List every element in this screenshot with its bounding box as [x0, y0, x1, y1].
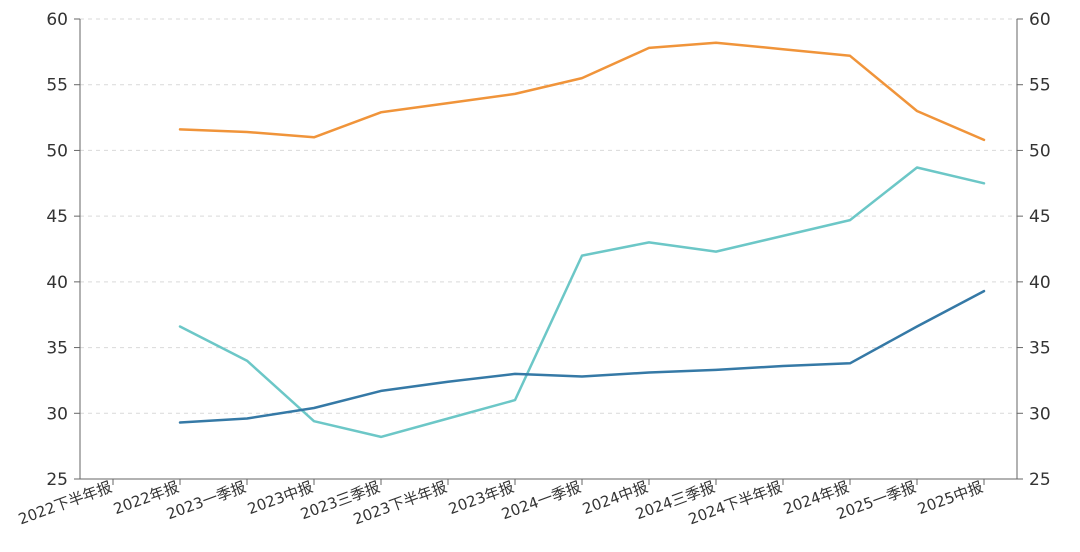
y-left-tick-label: 30 — [46, 404, 68, 424]
y-axis-left: 60 55 50 45 40 35 30 25 — [46, 10, 80, 490]
y-right-tick-label: 45 — [1029, 207, 1051, 227]
y-right-tick-label: 40 — [1029, 273, 1051, 293]
y-right-tick-label: 25 — [1029, 470, 1051, 490]
y-left-tick-label: 35 — [46, 339, 68, 359]
y-left-tick-label: 40 — [46, 273, 68, 293]
axes — [79, 19, 1018, 480]
series-lines — [178, 41, 986, 439]
y-right-tick-label: 30 — [1029, 404, 1051, 424]
y-left-tick-label: 60 — [46, 10, 68, 30]
y-left-tick-label: 55 — [46, 76, 68, 96]
series-line-2 — [178, 166, 986, 439]
series-line-3 — [178, 289, 986, 424]
y-right-tick-label: 60 — [1029, 10, 1051, 30]
x-tick-label: 2025中报 — [915, 478, 985, 518]
y-right-tick-label: 50 — [1029, 141, 1051, 161]
y-left-tick-label: 25 — [46, 470, 68, 490]
x-axis: 2022下半年报2022年报2023一季报2023中报2023三季报2023下半… — [16, 478, 985, 528]
y-left-tick-label: 50 — [46, 141, 68, 161]
y-right-tick-label: 55 — [1029, 76, 1051, 96]
series-line-1 — [178, 41, 986, 142]
y-right-tick-label: 35 — [1029, 339, 1051, 359]
y-axis-right: 60 55 50 45 40 35 30 25 — [1017, 10, 1051, 490]
y-left-tick-label: 45 — [46, 207, 68, 227]
